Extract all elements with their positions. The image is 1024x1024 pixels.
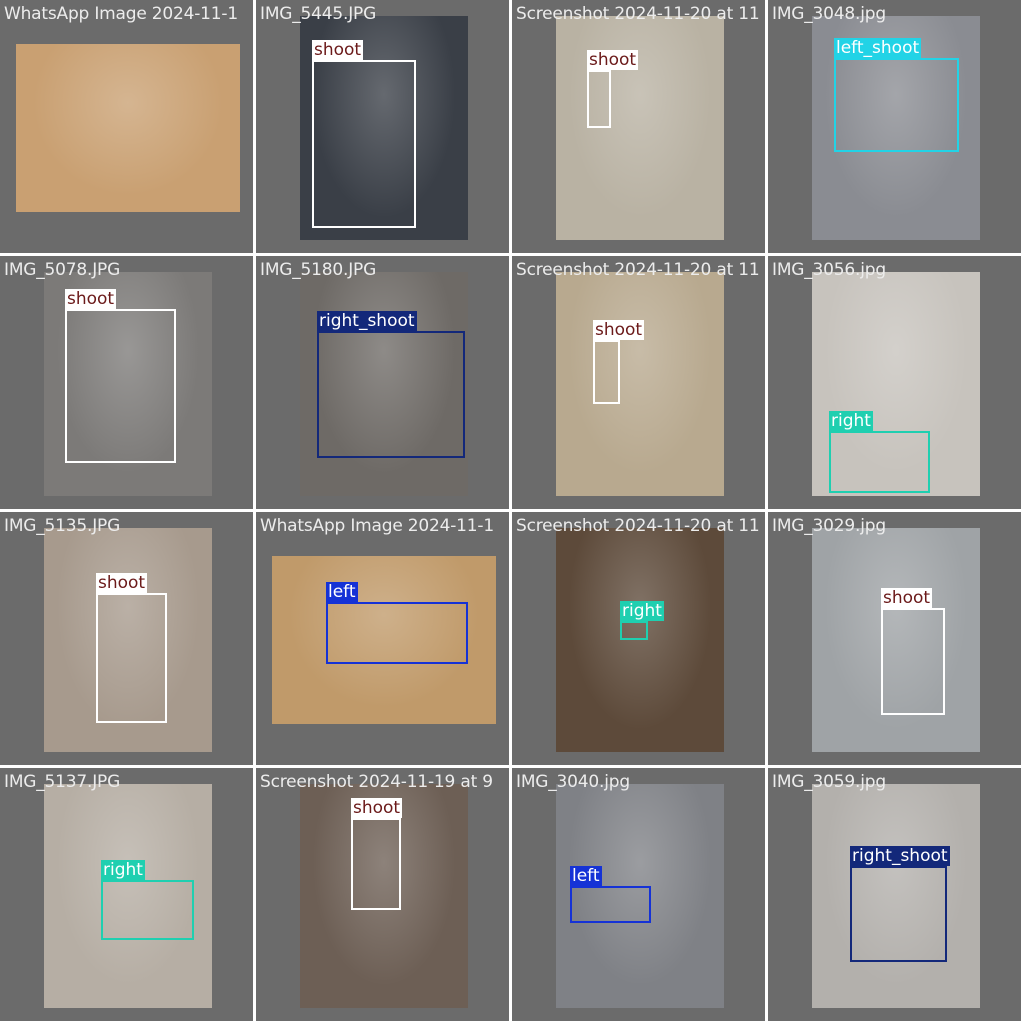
tile-title: IMG_3056.jpg [772,260,886,280]
photo-shading [300,784,468,1008]
bounding-box-label: shoot [312,40,364,60]
bounding-box [65,309,176,463]
bounding-box-label: left [326,582,358,602]
image-tile: Screenshot 2024-11-19 at 9 shoot [256,768,509,1021]
tile-title: Screenshot 2024-11-20 at 11 [516,516,760,536]
image-tile: Screenshot 2024-11-20 at 11 shoot [512,256,765,509]
bounding-box [317,331,465,458]
photo [16,44,240,212]
bounding-box-label: right [829,411,873,431]
tile-title: Screenshot 2024-11-20 at 11 [516,260,760,280]
tile-title: IMG_3048.jpg [772,4,886,24]
photo [44,528,212,752]
bounding-box [101,880,194,940]
bounding-box [881,608,945,715]
image-tile: Screenshot 2024-11-20 at 11 shoot [512,0,765,253]
photo [556,16,724,240]
bounding-box [326,602,468,664]
photo [812,272,980,496]
tile-title: WhatsApp Image 2024-11-1 [4,4,238,24]
tile-title: Screenshot 2024-11-19 at 9 [260,772,493,792]
tile-title: IMG_3029.jpg [772,516,886,536]
bounding-box-label: shoot [881,588,933,608]
bounding-box [570,886,651,923]
tile-title: IMG_5135.JPG [4,516,121,536]
bounding-box-label: right [620,601,664,621]
bounding-box-label: shoot [65,289,117,309]
tile-title: IMG_5445.JPG [260,4,377,24]
image-tile: Screenshot 2024-11-20 at 11 right [512,512,765,765]
photo-shading [812,784,980,1008]
photo-shading [16,44,240,212]
bounding-box-label: right [101,860,145,880]
photo-shading [556,528,724,752]
photo [272,556,496,724]
photo-shading [44,784,212,1008]
bounding-box [312,60,416,228]
photo [556,272,724,496]
tile-title: IMG_5180.JPG [260,260,377,280]
photo [556,528,724,752]
bounding-box-label: left_shoot [834,38,922,58]
bounding-box-label: shoot [593,320,645,340]
image-tile: IMG_5180.JPG right_shoot [256,256,509,509]
tile-title: WhatsApp Image 2024-11-1 [260,516,494,536]
photo-shading [812,272,980,496]
bounding-box-label: shoot [587,50,639,70]
photo [300,272,468,496]
bounding-box [587,70,611,128]
photo-shading [556,784,724,1008]
bounding-box [96,593,167,723]
bounding-box [593,340,620,404]
photo-shading [44,528,212,752]
bounding-box [834,58,959,152]
photo [44,784,212,1008]
image-tile: IMG_3048.jpg left_shoot [768,0,1021,253]
tile-title: IMG_5078.JPG [4,260,121,280]
bounding-box [620,621,648,640]
bounding-box-label: shoot [96,573,148,593]
bounding-box-label: right_shoot [317,311,417,331]
tile-title: IMG_5137.JPG [4,772,121,792]
photo-shading [272,556,496,724]
image-tile: WhatsApp Image 2024-11-1 [0,0,253,253]
bounding-box [351,818,401,910]
image-tile: WhatsApp Image 2024-11-1 left [256,512,509,765]
photo-shading [300,272,468,496]
bounding-box-label: right_shoot [850,846,950,866]
tile-title: IMG_3040.jpg [516,772,630,792]
bounding-box [829,431,930,493]
photo [556,784,724,1008]
tile-title: IMG_3059.jpg [772,772,886,792]
photo [300,784,468,1008]
image-tile: IMG_3059.jpg right_shoot [768,768,1021,1021]
photo-shading [556,16,724,240]
bounding-box-label: shoot [351,798,403,818]
bounding-box [850,866,947,962]
bounding-box-label: left [570,866,602,886]
photo [812,784,980,1008]
tile-title: Screenshot 2024-11-20 at 11 [516,4,760,24]
photo-shading [556,272,724,496]
